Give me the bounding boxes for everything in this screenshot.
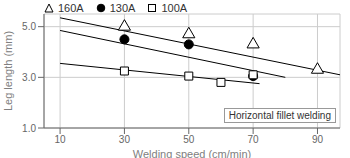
svg-text:Leg length (mm): Leg length (mm): [2, 31, 14, 111]
svg-text:Welding speed (cm/min): Welding speed (cm/min): [133, 148, 251, 158]
svg-text:3.0: 3.0: [22, 72, 36, 83]
svg-text:50: 50: [183, 134, 195, 145]
svg-text:10: 10: [55, 134, 67, 145]
html-text:Horizontal fillet welding: Horizontal fillet welding: [228, 110, 331, 121]
html-text:160A: 160A: [58, 2, 84, 14]
svg-text:70: 70: [248, 134, 260, 145]
svg-text:5.0: 5.0: [22, 21, 36, 32]
svg-text:90: 90: [312, 134, 324, 145]
svg-text:30: 30: [119, 134, 131, 145]
svg-text:1.0: 1.0: [22, 123, 36, 134]
html-text:100A: 100A: [161, 2, 188, 14]
html-text:130A: 130A: [109, 2, 136, 14]
